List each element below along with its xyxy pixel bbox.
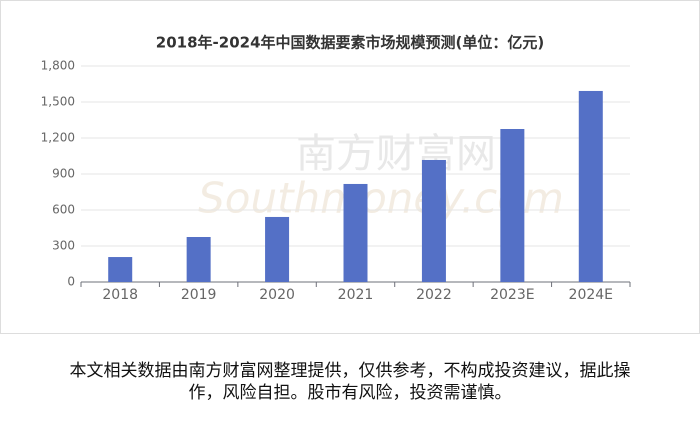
y-tick-label: 0 [67, 275, 75, 289]
watermark-name: 南方财富网 [296, 131, 496, 177]
bar [421, 159, 446, 282]
x-tick-label: 2021 [338, 287, 374, 303]
x-tick-label: 2022 [416, 287, 452, 303]
bar [500, 129, 525, 282]
x-tick-label: 2020 [259, 287, 295, 303]
y-tick-label: 1,200 [41, 131, 75, 145]
caption: 本文相关数据由南方财富网整理提供，仅供参考，不构成投资建议，据此操作，风险自担。… [69, 361, 631, 403]
x-tick-label: 2018 [102, 287, 138, 303]
bar [186, 237, 211, 282]
x-tick-label: 2023E [490, 287, 534, 303]
chart-frame: 2018年-2024年中国数据要素市场规模预测(单位：亿元) 南方财富网 Sou… [0, 0, 700, 334]
y-tick-label: 900 [52, 167, 75, 181]
y-tick-label: 600 [52, 203, 75, 217]
bar [578, 90, 603, 283]
bar [343, 183, 368, 282]
x-tick-label: 2024E [569, 287, 613, 303]
y-tick-label: 1,800 [41, 59, 75, 73]
bar [265, 216, 290, 282]
chart: 2018年-2024年中国数据要素市场规模预测(单位：亿元) 南方财富网 Sou… [41, 34, 631, 303]
y-tick-label: 300 [52, 239, 75, 253]
y-tick-label: 1,500 [41, 95, 75, 109]
chart-title: 2018年-2024年中国数据要素市场规模预测(单位：亿元) [156, 34, 544, 52]
bar [108, 257, 133, 282]
x-tick-label: 2019 [181, 287, 217, 303]
